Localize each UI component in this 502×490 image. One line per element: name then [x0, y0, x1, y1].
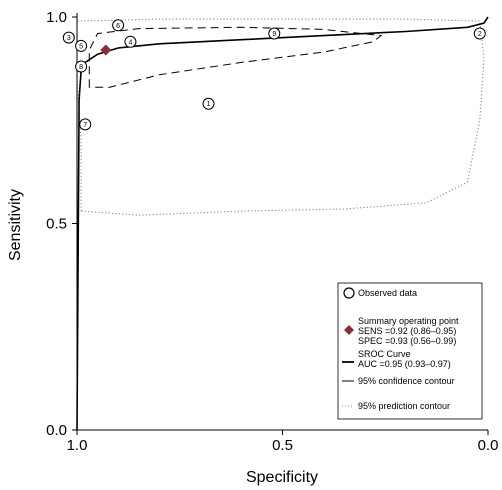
prediction-contour — [76, 18, 485, 216]
observed-point-label: 2 — [478, 31, 482, 38]
observed-point-label: 4 — [128, 39, 132, 46]
observed-point-marker — [79, 118, 92, 131]
observed-point-label: 5 — [79, 43, 83, 50]
observed-point-marker — [268, 27, 281, 40]
legend-label: Summary operating point — [358, 316, 459, 326]
legend-symbol-summary — [344, 325, 354, 335]
observed-point-label: 8 — [79, 64, 83, 71]
legend-label: 95% prediction contour — [358, 401, 450, 411]
summary-point-layer — [100, 44, 112, 56]
legend-label: SENS =0.92 (0.86–0.95) — [358, 326, 456, 336]
observed-point: 2 — [473, 27, 486, 40]
observed-point: 7 — [79, 118, 92, 131]
y-axis-title: Sensitivity — [7, 189, 24, 261]
observed-point: 9 — [268, 27, 281, 40]
observed-point-marker — [62, 31, 75, 44]
legend-box — [337, 282, 483, 420]
y-tick-label: 0.5 — [46, 216, 67, 233]
legend-label: SPEC =0.93 (0.56–0.99) — [358, 336, 456, 346]
observed-point-marker — [75, 60, 88, 73]
summary-operating-point — [100, 44, 112, 56]
observed-point-marker — [473, 27, 486, 40]
x-tick-label: 1.0 — [67, 437, 88, 454]
confidence-contour-layer — [88, 26, 383, 88]
observed-point-label: 1 — [207, 101, 211, 108]
legend-symbol-observed — [343, 287, 355, 299]
observed-point-marker — [112, 19, 125, 32]
observed-point-label: 3 — [67, 35, 71, 42]
legend-label: Observed data — [358, 288, 417, 298]
legend-label: 95% confidence contour — [358, 376, 455, 386]
observed-point-label: 7 — [83, 122, 87, 129]
x-tick-label: 0.0 — [478, 437, 499, 454]
observed-point-marker — [75, 39, 88, 52]
legend: Observed data Summary operating pointSENS… — [337, 282, 483, 420]
y-tick-label: 1.0 — [46, 9, 67, 26]
x-axis-ticks: 1.0 0.5 0.0 — [67, 430, 499, 454]
y-axis-ticks: 0.0 0.5 1.0 — [46, 9, 77, 439]
observed-point: 4 — [124, 35, 137, 48]
observed-points-layer: 1 2 3 4 5 6 7 8 9 — [62, 19, 486, 131]
observed-point: 8 — [75, 60, 88, 73]
prediction-contour-layer — [76, 18, 485, 216]
legend-item-observed: Observed data — [343, 287, 417, 299]
observed-point: 3 — [62, 31, 75, 44]
legend-label: SROC Curve — [358, 349, 411, 359]
confidence-contour — [88, 26, 383, 88]
legend-label: AUC =0.95 (0.93–0.97) — [358, 359, 451, 369]
observed-point-label: 6 — [116, 23, 120, 30]
y-tick-label: 0.0 — [46, 422, 67, 439]
observed-point-label: 9 — [272, 31, 276, 38]
observed-point-marker — [202, 97, 215, 110]
legend-item-prediction: 95% prediction contour — [342, 401, 450, 411]
observed-point: 6 — [112, 19, 125, 32]
observed-point: 5 — [75, 39, 88, 52]
x-tick-label: 0.5 — [272, 437, 293, 454]
observed-point-marker — [124, 35, 137, 48]
x-axis-title: Specificity — [246, 469, 318, 486]
legend-item-confidence: 95% confidence contour — [342, 376, 455, 386]
observed-point: 1 — [202, 97, 215, 110]
